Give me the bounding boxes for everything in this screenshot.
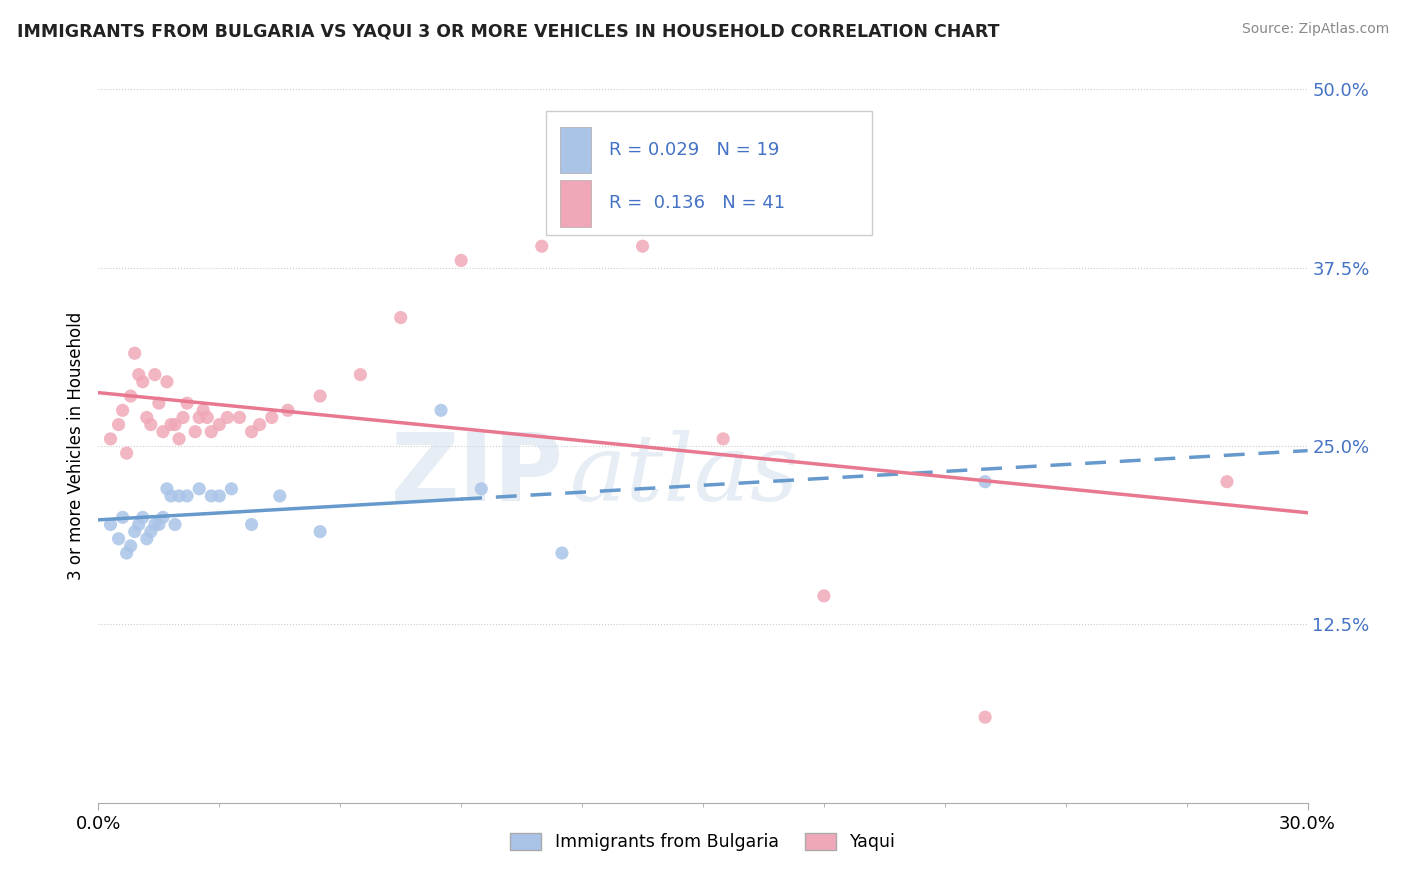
Point — [152, 425, 174, 439]
Point — [152, 510, 174, 524]
Point — [107, 532, 129, 546]
Point — [139, 524, 162, 539]
Point — [135, 532, 157, 546]
FancyBboxPatch shape — [561, 180, 591, 227]
Point — [124, 524, 146, 539]
Point — [195, 410, 218, 425]
Text: Source: ZipAtlas.com: Source: ZipAtlas.com — [1241, 22, 1389, 37]
Point — [176, 489, 198, 503]
Point — [221, 482, 243, 496]
Point — [249, 417, 271, 432]
Point — [128, 517, 150, 532]
Point — [193, 403, 215, 417]
FancyBboxPatch shape — [546, 111, 872, 235]
Point — [188, 410, 211, 425]
Point — [160, 417, 183, 432]
Y-axis label: 3 or more Vehicles in Household: 3 or more Vehicles in Household — [66, 312, 84, 580]
Legend: Immigrants from Bulgaria, Yaqui: Immigrants from Bulgaria, Yaqui — [503, 826, 903, 858]
Point — [1216, 475, 1239, 489]
Point — [111, 403, 134, 417]
Point — [200, 425, 222, 439]
Point — [974, 710, 997, 724]
Point — [163, 517, 186, 532]
Point — [813, 589, 835, 603]
Point — [156, 375, 179, 389]
Point — [156, 482, 179, 496]
Text: atlas: atlas — [569, 430, 800, 519]
Point — [167, 489, 190, 503]
Point — [176, 396, 198, 410]
Text: R = 0.029   N = 19: R = 0.029 N = 19 — [609, 141, 779, 159]
Point — [309, 389, 332, 403]
FancyBboxPatch shape — [561, 127, 591, 173]
Point — [430, 403, 453, 417]
Point — [240, 425, 263, 439]
Point — [139, 417, 162, 432]
Point — [124, 346, 146, 360]
Point — [974, 475, 997, 489]
Point — [120, 539, 142, 553]
Point — [200, 489, 222, 503]
Point — [132, 510, 155, 524]
Point — [148, 517, 170, 532]
Point — [277, 403, 299, 417]
Point — [208, 417, 231, 432]
Point — [115, 546, 138, 560]
Point — [132, 375, 155, 389]
Point — [184, 425, 207, 439]
Point — [631, 239, 654, 253]
Point — [128, 368, 150, 382]
Text: ZIP: ZIP — [391, 428, 564, 521]
Point — [163, 417, 186, 432]
Point — [143, 517, 166, 532]
Point — [217, 410, 239, 425]
Point — [100, 432, 122, 446]
Point — [450, 253, 472, 268]
Point — [551, 546, 574, 560]
Point — [111, 510, 134, 524]
Point — [160, 489, 183, 503]
Point — [115, 446, 138, 460]
Point — [349, 368, 371, 382]
Point — [309, 524, 332, 539]
Text: R =  0.136   N = 41: R = 0.136 N = 41 — [609, 194, 785, 212]
Point — [167, 432, 190, 446]
Point — [107, 417, 129, 432]
Point — [148, 396, 170, 410]
Point — [269, 489, 291, 503]
Point — [208, 489, 231, 503]
Point — [470, 482, 492, 496]
Point — [711, 432, 734, 446]
Point — [228, 410, 250, 425]
Point — [143, 368, 166, 382]
Point — [135, 410, 157, 425]
Point — [100, 517, 122, 532]
Point — [240, 517, 263, 532]
Point — [389, 310, 412, 325]
Text: IMMIGRANTS FROM BULGARIA VS YAQUI 3 OR MORE VEHICLES IN HOUSEHOLD CORRELATION CH: IMMIGRANTS FROM BULGARIA VS YAQUI 3 OR M… — [17, 22, 1000, 40]
Point — [188, 482, 211, 496]
Point — [120, 389, 142, 403]
Point — [172, 410, 194, 425]
Point — [530, 239, 553, 253]
Point — [260, 410, 283, 425]
